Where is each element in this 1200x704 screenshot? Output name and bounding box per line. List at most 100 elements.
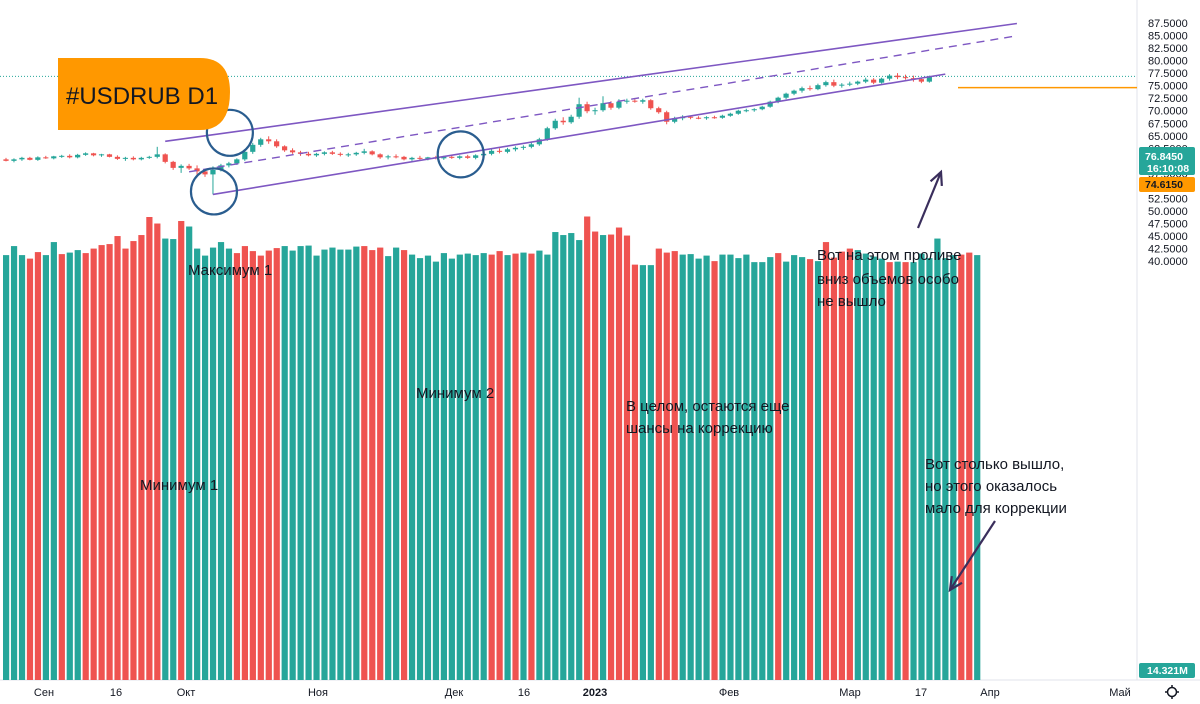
candle-body [584,104,590,112]
candle-body [242,151,248,160]
candle-body [624,100,630,102]
price-tick-label: 77.5000 [1148,68,1188,80]
level-price-tag-bg [1139,177,1195,192]
volume-bar [233,253,241,681]
candle-body [98,154,105,156]
candle-body [783,93,789,98]
candle-body [289,150,296,153]
candle-body [632,100,638,102]
candle-body [122,157,128,159]
volume-bar [751,262,758,680]
price-tick-label: 52.5000 [1148,193,1188,205]
volume-bar [202,255,209,680]
volume-bar [806,259,814,680]
volume-bar [528,253,535,680]
volume-bar [862,253,869,680]
title-background [58,58,230,130]
channel-upper-line [165,22,1018,143]
volume-bar [90,248,97,680]
volume-bar [647,265,654,680]
candle-body [775,97,781,102]
title-badge: #USDRUB D1 [58,58,230,130]
candle-body [608,103,614,108]
price-tick-label: 42.5000 [1148,244,1188,256]
note-correction: В целом, остаются еще шансы на коррекцию [626,398,790,437]
candle-body [11,159,17,161]
time-tick-label: Дек [445,687,464,699]
volume-bar [361,246,368,681]
volume-bar [631,264,639,680]
candle-body [106,154,113,157]
volume-bar [560,235,567,680]
volume-bar [783,261,790,680]
volume-bar [305,245,312,680]
note-correction-line-2: шансы на коррекцию [626,420,773,437]
candle-body [282,146,288,151]
candle-body [449,156,455,158]
candle-body [51,156,57,159]
candle-body [894,75,901,78]
volume-bar [655,248,662,680]
volume-tag: 14.321M [1139,663,1195,678]
candle-body [863,79,869,82]
candle-body [130,157,136,160]
volume-bar [401,250,408,680]
volume-bar [902,262,909,680]
volume-bar [42,255,49,680]
candle-body [552,120,558,129]
volume-bar [607,234,615,681]
volume-bar [281,246,288,681]
volume-value: 14.321M [1147,665,1188,677]
volume-bar [536,250,543,680]
volume-bar [966,252,973,680]
label-minimum-1: Минимум 1 [140,477,218,494]
volume-bar [552,232,559,680]
candle-body [465,156,471,158]
candle-body [807,88,813,90]
volume-bar [345,249,352,681]
volume-bar [106,244,113,680]
candle-body [767,101,773,107]
candle-body [488,150,495,154]
volume-bar [767,257,774,680]
note-volume-line-1: Вот столько вышло, [925,456,1064,473]
candle-body [735,110,741,114]
circle-minimum-2 [436,130,485,179]
time-axis[interactable]: Сен 16 Окт Ноя Дек 16 2023 Фев Мар 17 Апр Май [34,687,1131,699]
candle-body [154,154,160,157]
candle-body [560,120,566,123]
price-tick-label: 82.5000 [1148,43,1188,55]
price-axis[interactable]: 87.500085.000082.500080.000077.500075.00… [1148,18,1188,268]
candle-body [640,100,646,102]
volume-bar [918,253,925,680]
volume-bar [209,247,217,680]
note-volume-line-3: мало для коррекции [925,500,1067,517]
settings-gear-icon[interactable] [1165,685,1179,699]
candle-body [3,159,9,161]
candle-body [743,110,749,112]
volume-bar [289,250,296,680]
candle-body [417,157,423,159]
candle-body [409,157,415,160]
price-tick-label: 47.5000 [1148,219,1188,231]
volume-bars [3,216,981,681]
bar-timer: 16:10:08 [1147,163,1189,175]
volume-bar [576,240,583,680]
candle-body [457,156,463,158]
volume-bar [544,254,551,681]
candle-body [274,141,280,147]
volume-bar [448,258,455,680]
volume-tag-bg [1139,663,1195,678]
volume-bar [329,247,336,680]
volume-bar [178,221,185,681]
candle-body [266,139,272,142]
time-tick-label: 2023 [583,687,607,699]
volume-bar [217,242,225,680]
candle-body [504,149,511,152]
volume-bar [74,250,81,680]
volume-bar [512,253,519,680]
volume-bar [711,261,718,680]
time-tick-label: Ноя [308,687,328,699]
volume-bar [50,242,57,680]
